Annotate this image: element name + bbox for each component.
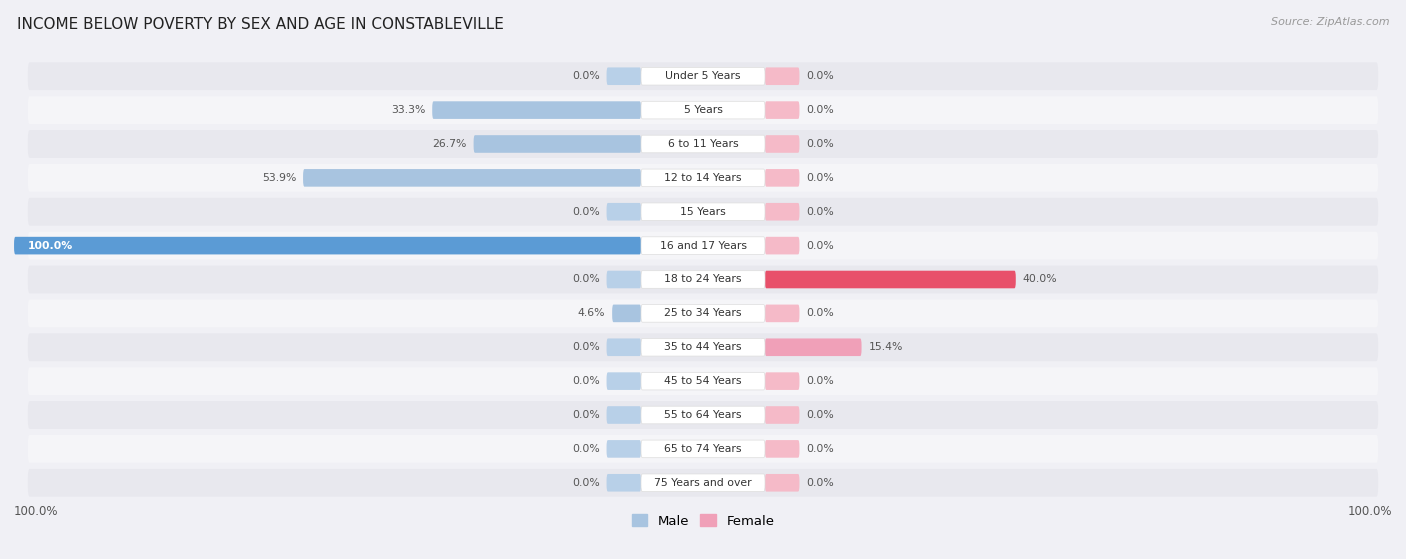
Text: 0.0%: 0.0% <box>807 444 834 454</box>
Text: 0.0%: 0.0% <box>572 376 599 386</box>
FancyBboxPatch shape <box>28 198 1378 226</box>
Text: 12 to 14 Years: 12 to 14 Years <box>664 173 742 183</box>
Text: INCOME BELOW POVERTY BY SEX AND AGE IN CONSTABLEVILLE: INCOME BELOW POVERTY BY SEX AND AGE IN C… <box>17 17 503 32</box>
Text: 33.3%: 33.3% <box>391 105 426 115</box>
FancyBboxPatch shape <box>28 469 1378 496</box>
Text: 0.0%: 0.0% <box>572 71 599 81</box>
FancyBboxPatch shape <box>28 435 1378 463</box>
Text: 16 and 17 Years: 16 and 17 Years <box>659 240 747 250</box>
Text: 0.0%: 0.0% <box>807 309 834 319</box>
Text: 53.9%: 53.9% <box>262 173 297 183</box>
FancyBboxPatch shape <box>765 169 800 187</box>
FancyBboxPatch shape <box>606 406 641 424</box>
FancyBboxPatch shape <box>28 401 1378 429</box>
FancyBboxPatch shape <box>765 305 800 322</box>
Text: 15 Years: 15 Years <box>681 207 725 217</box>
FancyBboxPatch shape <box>606 338 641 356</box>
FancyBboxPatch shape <box>641 101 765 119</box>
FancyBboxPatch shape <box>641 169 765 187</box>
FancyBboxPatch shape <box>28 266 1378 293</box>
FancyBboxPatch shape <box>606 474 641 491</box>
Text: 100.0%: 100.0% <box>1347 505 1392 518</box>
Text: Source: ZipAtlas.com: Source: ZipAtlas.com <box>1271 17 1389 27</box>
FancyBboxPatch shape <box>641 68 765 85</box>
Text: 100.0%: 100.0% <box>14 505 59 518</box>
Text: 0.0%: 0.0% <box>572 410 599 420</box>
FancyBboxPatch shape <box>28 300 1378 327</box>
FancyBboxPatch shape <box>765 440 800 458</box>
FancyBboxPatch shape <box>641 338 765 356</box>
Text: 5 Years: 5 Years <box>683 105 723 115</box>
FancyBboxPatch shape <box>641 406 765 424</box>
FancyBboxPatch shape <box>304 169 641 187</box>
FancyBboxPatch shape <box>765 237 800 254</box>
Text: 25 to 34 Years: 25 to 34 Years <box>664 309 742 319</box>
FancyBboxPatch shape <box>765 372 800 390</box>
Text: 0.0%: 0.0% <box>807 71 834 81</box>
FancyBboxPatch shape <box>606 271 641 288</box>
FancyBboxPatch shape <box>641 372 765 390</box>
FancyBboxPatch shape <box>765 135 800 153</box>
FancyBboxPatch shape <box>606 68 641 85</box>
FancyBboxPatch shape <box>606 440 641 458</box>
FancyBboxPatch shape <box>765 474 800 491</box>
Text: 100.0%: 100.0% <box>28 240 73 250</box>
Text: 18 to 24 Years: 18 to 24 Years <box>664 274 742 285</box>
Text: 0.0%: 0.0% <box>572 342 599 352</box>
Text: 0.0%: 0.0% <box>807 139 834 149</box>
FancyBboxPatch shape <box>641 135 765 153</box>
Text: 65 to 74 Years: 65 to 74 Years <box>664 444 742 454</box>
Text: 0.0%: 0.0% <box>572 274 599 285</box>
Text: 0.0%: 0.0% <box>807 376 834 386</box>
FancyBboxPatch shape <box>432 101 641 119</box>
FancyBboxPatch shape <box>765 68 800 85</box>
FancyBboxPatch shape <box>28 232 1378 259</box>
Text: 0.0%: 0.0% <box>807 207 834 217</box>
Text: 75 Years and over: 75 Years and over <box>654 478 752 488</box>
FancyBboxPatch shape <box>28 164 1378 192</box>
Text: 15.4%: 15.4% <box>869 342 903 352</box>
FancyBboxPatch shape <box>765 203 800 221</box>
FancyBboxPatch shape <box>641 474 765 491</box>
FancyBboxPatch shape <box>28 367 1378 395</box>
FancyBboxPatch shape <box>28 96 1378 124</box>
Text: 0.0%: 0.0% <box>807 410 834 420</box>
Text: 0.0%: 0.0% <box>572 478 599 488</box>
Text: 26.7%: 26.7% <box>432 139 467 149</box>
Text: 45 to 54 Years: 45 to 54 Years <box>664 376 742 386</box>
Text: 55 to 64 Years: 55 to 64 Years <box>664 410 742 420</box>
FancyBboxPatch shape <box>606 203 641 221</box>
Text: 0.0%: 0.0% <box>807 105 834 115</box>
FancyBboxPatch shape <box>765 406 800 424</box>
FancyBboxPatch shape <box>641 271 765 288</box>
FancyBboxPatch shape <box>641 440 765 458</box>
Text: 0.0%: 0.0% <box>807 240 834 250</box>
FancyBboxPatch shape <box>641 237 765 254</box>
FancyBboxPatch shape <box>28 333 1378 361</box>
Text: 0.0%: 0.0% <box>572 444 599 454</box>
FancyBboxPatch shape <box>14 237 641 254</box>
Text: 4.6%: 4.6% <box>578 309 605 319</box>
FancyBboxPatch shape <box>474 135 641 153</box>
Text: Under 5 Years: Under 5 Years <box>665 71 741 81</box>
FancyBboxPatch shape <box>641 305 765 322</box>
Text: 0.0%: 0.0% <box>572 207 599 217</box>
Text: 35 to 44 Years: 35 to 44 Years <box>664 342 742 352</box>
FancyBboxPatch shape <box>765 338 862 356</box>
Legend: Male, Female: Male, Female <box>631 514 775 528</box>
FancyBboxPatch shape <box>28 63 1378 90</box>
FancyBboxPatch shape <box>765 271 1015 288</box>
Text: 6 to 11 Years: 6 to 11 Years <box>668 139 738 149</box>
FancyBboxPatch shape <box>612 305 641 322</box>
FancyBboxPatch shape <box>765 101 800 119</box>
FancyBboxPatch shape <box>606 372 641 390</box>
FancyBboxPatch shape <box>28 130 1378 158</box>
Text: 40.0%: 40.0% <box>1022 274 1057 285</box>
Text: 0.0%: 0.0% <box>807 173 834 183</box>
FancyBboxPatch shape <box>641 203 765 221</box>
Text: 0.0%: 0.0% <box>807 478 834 488</box>
